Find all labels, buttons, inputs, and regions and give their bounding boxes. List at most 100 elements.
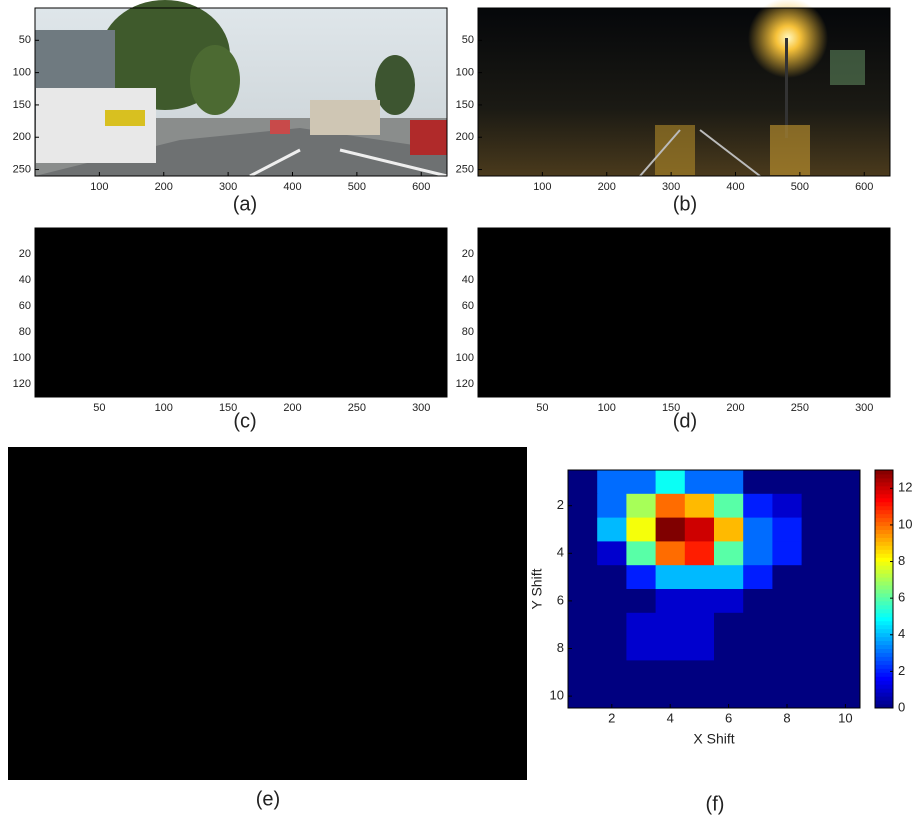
colorbar-band xyxy=(875,629,893,633)
x-tick-label: 200 xyxy=(726,402,744,414)
y-tick-label: 60 xyxy=(462,300,474,312)
heatmap-cell xyxy=(597,613,627,637)
colorbar-band xyxy=(875,605,893,609)
colorbar-band xyxy=(875,613,893,617)
colorbar-band xyxy=(875,585,893,589)
colorbar-band xyxy=(875,664,893,668)
heatmap-cell xyxy=(831,494,861,518)
x-tick-label: 50 xyxy=(93,402,105,414)
y-tick-label: 80 xyxy=(19,326,31,338)
patch-texture xyxy=(404,452,462,512)
heatmap-cell xyxy=(626,684,656,708)
colorbar-band xyxy=(875,660,893,664)
heatmap-cell xyxy=(568,589,598,613)
heatmap-cell xyxy=(626,589,656,613)
y-tick-label: 20 xyxy=(19,248,31,260)
heatmap-cell xyxy=(685,470,715,494)
colorbar-band xyxy=(875,494,893,498)
colorbar-band xyxy=(875,625,893,629)
x-tick-label: 250 xyxy=(791,402,809,414)
x-tick-label: 300 xyxy=(219,181,237,193)
patch-texture xyxy=(144,584,202,644)
heatmap-cell xyxy=(626,518,656,542)
x-tick-label: 6 xyxy=(725,710,732,725)
y-tick-label: 120 xyxy=(456,378,474,390)
patch-texture xyxy=(404,518,462,578)
heatmap-cell xyxy=(597,565,627,589)
y-tick-label: 60 xyxy=(19,300,31,312)
heatmap-cell xyxy=(685,518,715,542)
colorbar-band xyxy=(875,478,893,482)
heatmap-cell xyxy=(743,684,773,708)
y-tick-label: 200 xyxy=(13,131,31,143)
heatmap-cell xyxy=(772,494,802,518)
heatmap-cell xyxy=(597,589,627,613)
heatmap-cell xyxy=(568,470,598,494)
patch-texture xyxy=(207,716,265,776)
colorbar-band xyxy=(875,601,893,605)
colorbar-band xyxy=(875,498,893,502)
heatmap-cell xyxy=(802,470,832,494)
x-tick-label: 100 xyxy=(90,181,108,193)
y-tick-label: 40 xyxy=(19,274,31,286)
patch-texture xyxy=(77,584,135,644)
heatmap-cell xyxy=(802,518,832,542)
heatmap-cell xyxy=(568,541,598,565)
y-tick-label: 100 xyxy=(13,67,31,79)
heatmap-cell xyxy=(714,589,744,613)
patch-texture xyxy=(274,584,332,644)
patch-texture xyxy=(467,650,525,710)
heatmap-cell xyxy=(626,541,656,565)
y-tick-label: 20 xyxy=(462,248,474,260)
heatmap-cell xyxy=(656,518,686,542)
heatmap-cell xyxy=(772,637,802,661)
heatmap-cell xyxy=(743,494,773,518)
colorbar-band xyxy=(875,700,893,704)
heatmap-cell xyxy=(685,684,715,708)
patch-texture xyxy=(77,518,135,578)
heatmap-cell xyxy=(656,637,686,661)
heatmap-cell xyxy=(714,613,744,637)
heatmap-cell xyxy=(802,494,832,518)
colorbar-band xyxy=(875,696,893,700)
heatmap-cell xyxy=(743,470,773,494)
heatmap-cell xyxy=(568,518,598,542)
y-tick-label: 2 xyxy=(557,497,564,512)
x-tick-label: 200 xyxy=(283,402,301,414)
heatmap-cell xyxy=(831,541,861,565)
y-tick-label: 10 xyxy=(550,688,564,703)
heatmap-cell xyxy=(831,565,861,589)
x-tick-label: 150 xyxy=(219,402,237,414)
y-tick-label: 200 xyxy=(456,131,474,143)
colorbar-band xyxy=(875,637,893,641)
heatmap-cell xyxy=(772,589,802,613)
patch-texture xyxy=(77,452,135,512)
heatmap-cell xyxy=(656,613,686,637)
patch-texture xyxy=(144,650,202,710)
colorbar-band xyxy=(875,692,893,696)
colorbar-band xyxy=(875,649,893,653)
photo-night xyxy=(478,0,890,176)
patch-texture xyxy=(274,716,332,776)
colorbar-band xyxy=(875,474,893,478)
x-tick-label: 300 xyxy=(662,181,680,193)
x-tick-label: 2 xyxy=(608,710,615,725)
colorbar-band xyxy=(875,672,893,676)
colorbar-band xyxy=(875,593,893,597)
heatmap-cell xyxy=(802,541,832,565)
patch-texture xyxy=(14,518,72,578)
colorbar-band xyxy=(875,680,893,684)
x-tick-label: 8 xyxy=(783,710,790,725)
patch-texture xyxy=(404,584,462,644)
heatmap-cell xyxy=(656,494,686,518)
x-tick-label: 400 xyxy=(283,181,301,193)
colorbar-band xyxy=(875,684,893,688)
heatmap-cell xyxy=(743,613,773,637)
x-tick-label: 100 xyxy=(533,181,551,193)
patch-texture xyxy=(467,518,525,578)
heatmap-cell xyxy=(568,494,598,518)
colorbar-band xyxy=(875,573,893,577)
y-tick-label: 250 xyxy=(13,163,31,175)
heatmap-cell xyxy=(772,541,802,565)
y-axis-label: Y Shift xyxy=(529,568,545,609)
